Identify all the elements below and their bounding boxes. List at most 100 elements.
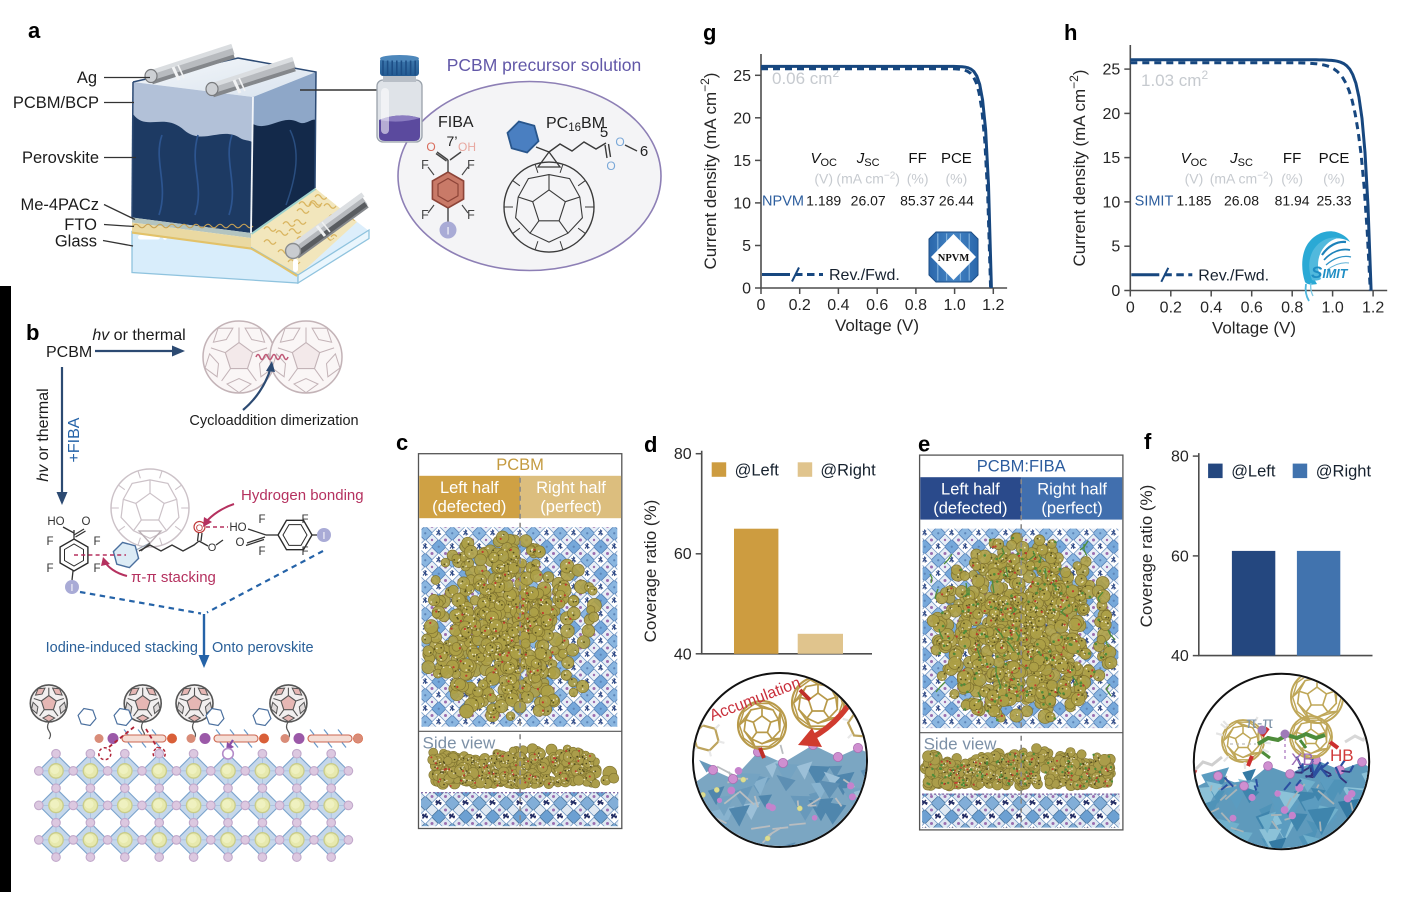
svg-text:@Left: @Left xyxy=(1231,463,1276,481)
svg-text:g: g xyxy=(703,20,716,45)
svg-text:O: O xyxy=(236,537,245,549)
svg-text:0.6: 0.6 xyxy=(1241,300,1263,317)
svg-text:Ag: Ag xyxy=(77,69,97,87)
svg-text:85.37: 85.37 xyxy=(900,193,935,209)
svg-text:Rev./Fwd.: Rev./Fwd. xyxy=(829,267,900,284)
svg-text:1.189: 1.189 xyxy=(806,193,841,209)
svg-text:b: b xyxy=(26,320,39,345)
svg-text:60: 60 xyxy=(674,546,692,563)
svg-text:f: f xyxy=(1144,429,1152,454)
svg-text:(V): (V) xyxy=(814,171,833,187)
svg-text:7’: 7’ xyxy=(447,133,458,149)
svg-text:0.2: 0.2 xyxy=(789,297,811,314)
svg-text:NPVM: NPVM xyxy=(938,253,970,264)
svg-text:@Right: @Right xyxy=(1316,463,1372,481)
svg-text:Voltage (V): Voltage (V) xyxy=(835,316,919,335)
svg-text:1.2: 1.2 xyxy=(982,297,1004,314)
svg-text:F: F xyxy=(421,158,429,172)
svg-text:0.8: 0.8 xyxy=(905,297,927,314)
svg-text:PCBM precursor solution: PCBM precursor solution xyxy=(447,55,642,75)
svg-text:10: 10 xyxy=(733,195,751,212)
svg-text:Perovskite: Perovskite xyxy=(22,149,99,167)
svg-text:PCE: PCE xyxy=(1319,150,1350,167)
svg-text:(%): (%) xyxy=(907,171,929,187)
svg-text:Voltage (V): Voltage (V) xyxy=(1212,319,1296,338)
svg-text:(%): (%) xyxy=(1323,171,1345,187)
svg-text:O: O xyxy=(196,523,203,534)
svg-text:h: h xyxy=(1064,20,1077,45)
svg-text:0.2: 0.2 xyxy=(1160,300,1182,317)
svg-text:15: 15 xyxy=(1103,150,1121,167)
svg-text:Glass: Glass xyxy=(55,233,97,251)
svg-text:26.44: 26.44 xyxy=(939,193,974,209)
svg-text:1.185: 1.185 xyxy=(1176,193,1211,209)
svg-text:1.03 cm2: 1.03 cm2 xyxy=(1141,68,1208,90)
svg-text:0: 0 xyxy=(757,297,766,314)
svg-text:a: a xyxy=(28,18,41,43)
svg-text:I: I xyxy=(446,226,449,238)
svg-text:5: 5 xyxy=(600,124,608,141)
svg-text:26.08: 26.08 xyxy=(1224,193,1259,209)
svg-text:hv or thermal: hv or thermal xyxy=(35,388,52,481)
svg-text:Onto perovskite: Onto perovskite xyxy=(212,640,314,656)
svg-text:Cycloaddition dimerization: Cycloaddition dimerization xyxy=(189,413,358,429)
svg-text:(perfect): (perfect) xyxy=(540,498,601,516)
svg-text:20: 20 xyxy=(733,110,751,127)
svg-text:O: O xyxy=(426,140,435,154)
svg-text:(perfect): (perfect) xyxy=(1041,500,1102,518)
svg-text:0: 0 xyxy=(1111,283,1120,300)
svg-text:c: c xyxy=(396,430,408,455)
svg-text:0.4: 0.4 xyxy=(827,297,849,314)
svg-text:PCBM:FIBA: PCBM:FIBA xyxy=(977,458,1066,476)
svg-text:F: F xyxy=(301,514,308,526)
svg-text:HO: HO xyxy=(47,516,64,528)
svg-text:F: F xyxy=(258,546,265,558)
svg-text:F: F xyxy=(421,208,429,222)
svg-text:15: 15 xyxy=(733,153,751,170)
svg-text:60: 60 xyxy=(1171,548,1189,565)
svg-text:FIBA: FIBA xyxy=(438,114,474,131)
svg-text:FF: FF xyxy=(908,150,926,167)
svg-text:I: I xyxy=(323,530,326,542)
svg-text:1.0: 1.0 xyxy=(1321,300,1343,317)
svg-text:O: O xyxy=(208,542,217,554)
svg-text:F: F xyxy=(46,563,53,575)
svg-text:HO: HO xyxy=(229,522,246,534)
svg-text:26.07: 26.07 xyxy=(851,193,886,209)
svg-text:(defected): (defected) xyxy=(432,498,506,516)
svg-text:HB: HB xyxy=(1330,746,1354,765)
svg-text:1.0: 1.0 xyxy=(943,297,965,314)
svg-text:F: F xyxy=(301,546,308,558)
svg-text:Rev./Fwd.: Rev./Fwd. xyxy=(1198,267,1269,284)
svg-text:Iodine-induced stacking: Iodine-induced stacking xyxy=(46,640,198,656)
svg-text:6: 6 xyxy=(640,143,648,160)
svg-text:@Left: @Left xyxy=(735,461,780,479)
svg-text:40: 40 xyxy=(674,646,692,663)
svg-text:F: F xyxy=(467,208,475,222)
svg-text:+FIBA: +FIBA xyxy=(66,417,83,462)
svg-text:0.8: 0.8 xyxy=(1281,300,1303,317)
svg-text:(V): (V) xyxy=(1185,171,1204,187)
svg-text:O: O xyxy=(615,135,624,149)
svg-text:10: 10 xyxy=(1103,194,1121,211)
svg-text:81.94: 81.94 xyxy=(1275,193,1310,209)
svg-text:(defected): (defected) xyxy=(933,500,1007,518)
svg-text:Coverage ratio (%): Coverage ratio (%) xyxy=(641,500,660,643)
svg-text:XB: XB xyxy=(1291,750,1314,769)
svg-text:SIMIT: SIMIT xyxy=(1135,194,1174,210)
svg-text:20: 20 xyxy=(1103,106,1121,123)
svg-text:O: O xyxy=(82,516,91,528)
svg-text:F: F xyxy=(467,158,475,172)
svg-text:25.33: 25.33 xyxy=(1316,193,1351,209)
svg-text:NPVM: NPVM xyxy=(762,194,804,210)
svg-text:0.06 cm2: 0.06 cm2 xyxy=(772,66,839,88)
svg-text:F: F xyxy=(46,536,53,548)
svg-text:FF: FF xyxy=(1283,150,1301,167)
svg-text:FTO: FTO xyxy=(64,216,97,234)
svg-text:Me-4PACz: Me-4PACz xyxy=(20,196,99,214)
svg-text:0: 0 xyxy=(1126,300,1135,317)
svg-text:PCBM: PCBM xyxy=(46,344,92,361)
svg-text:0.6: 0.6 xyxy=(866,297,888,314)
svg-text:0.4: 0.4 xyxy=(1200,300,1222,317)
svg-text:(%): (%) xyxy=(1281,171,1303,187)
